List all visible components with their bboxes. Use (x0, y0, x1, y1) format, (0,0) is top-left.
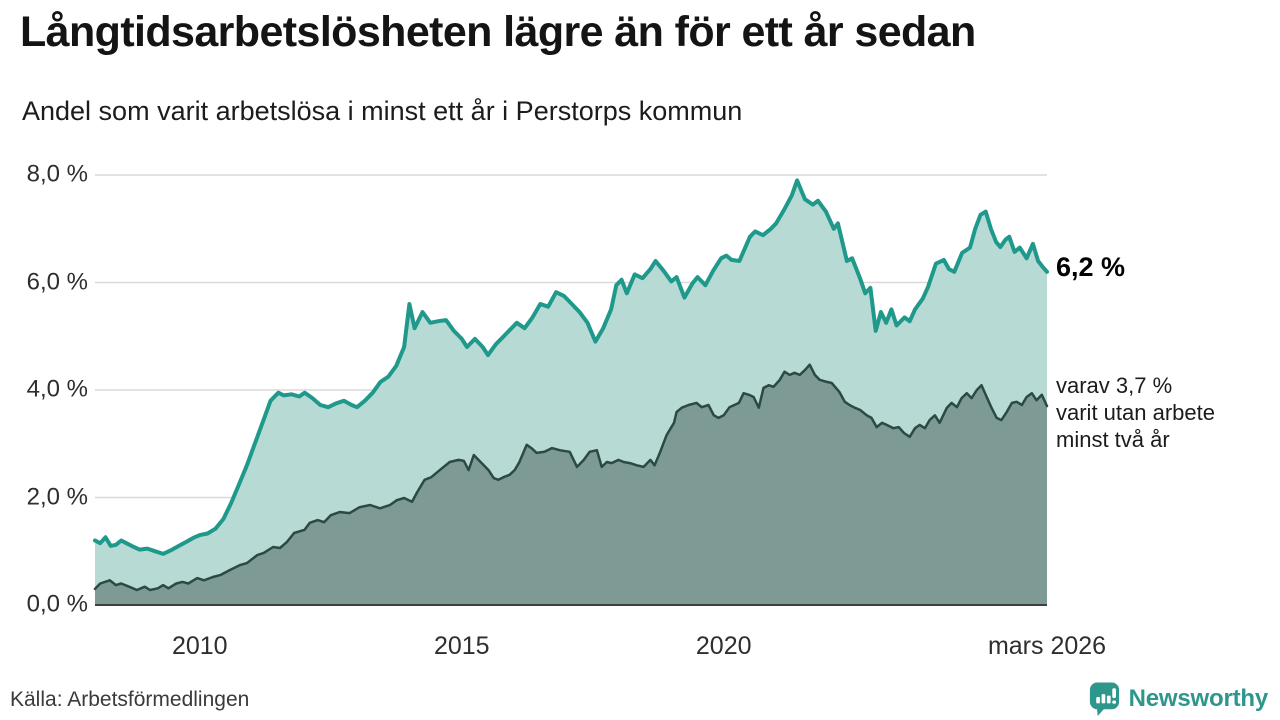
series2-area (95, 364, 1047, 605)
logo-exclamation-dot (1111, 700, 1116, 704)
x-tick-label: 2020 (695, 632, 752, 660)
series2-line (93, 363, 1049, 592)
y-tick-label: 6,0 % (26, 267, 88, 295)
x-tick-label: mars 2026 (987, 632, 1107, 660)
x-tick-label: 2015 (433, 632, 490, 660)
logo-bar-icon (1106, 695, 1111, 704)
newsworthy-logo-icon (1089, 682, 1119, 717)
chart-title: Långtidsarbetslösheten lägre än för ett … (20, 8, 976, 56)
newsworthy-logo: Newsworthy (1087, 681, 1268, 717)
annotation-line: varit utan arbete (1056, 400, 1215, 425)
series2-end-value-label: varav 3,7 % varit utan arbete minst två … (1056, 372, 1276, 453)
y-tick-label: 8,0 % (26, 160, 88, 188)
x-tick-label: 2010 (171, 632, 228, 660)
annotation-line: varav 3,7 % (1056, 373, 1173, 398)
logo-bar-icon (1095, 697, 1100, 704)
source-label: Källa: Arbetsförmedlingen (10, 688, 250, 711)
annotation-line: minst två år (1056, 427, 1170, 452)
y-tick-label: 0,0 % (26, 590, 88, 618)
y-tick-label: 4,0 % (26, 375, 88, 403)
logo-bar-icon (1101, 694, 1105, 704)
newsworthy-logo-text: Newsworthy (1128, 685, 1269, 712)
chart-subtitle: Andel som varit arbetslösa i minst ett å… (22, 96, 743, 126)
series1-end-value-label: 6,2 % (1056, 252, 1126, 282)
logo-bubble-tail (1096, 706, 1107, 717)
logo-exclamation-icon (1111, 688, 1116, 699)
series1-line (93, 178, 1049, 556)
y-tick-label: 2,0 % (26, 482, 88, 510)
